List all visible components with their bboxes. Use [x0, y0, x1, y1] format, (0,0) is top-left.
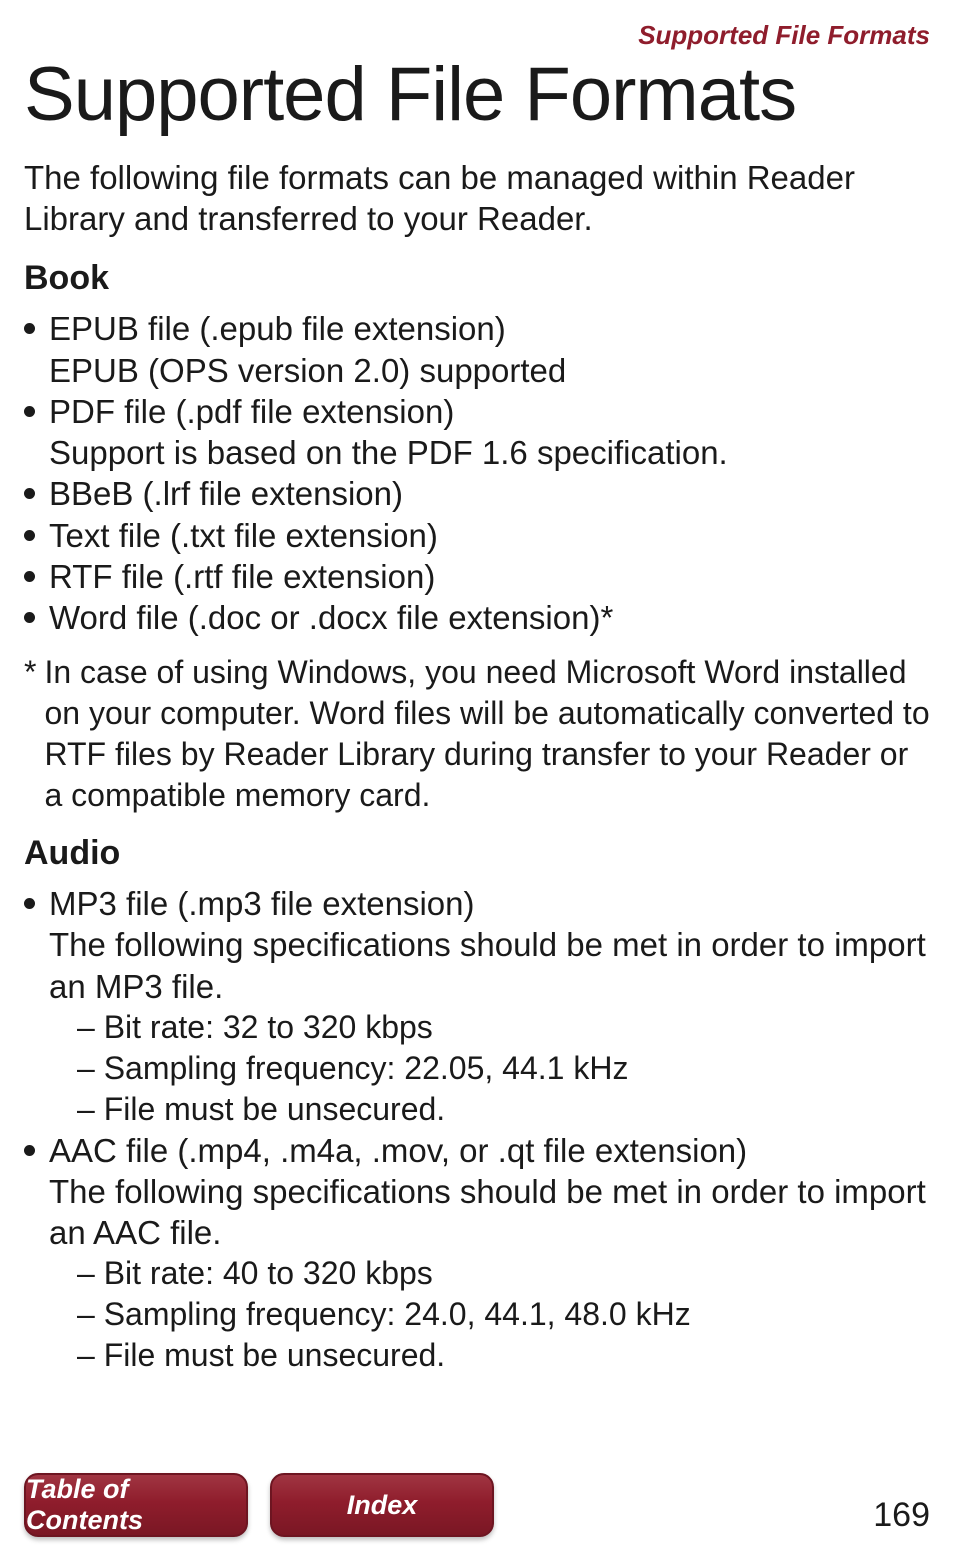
footnote-mark: *: [24, 652, 36, 816]
list-item-desc: The following specifications should be m…: [49, 924, 930, 1007]
bullet-icon: [24, 530, 35, 541]
list-item-text: PDF file (.pdf file extension) Support i…: [49, 391, 930, 474]
bullet-icon: [24, 612, 35, 623]
list-item-sub: EPUB (OPS version 2.0) supported: [49, 350, 930, 391]
spec-line: – Sampling frequency: 22.05, 44.1 kHz: [49, 1048, 930, 1089]
page-title: Supported File Formats: [24, 55, 930, 135]
spec-line: – Sampling frequency: 24.0, 44.1, 48.0 k…: [49, 1294, 930, 1335]
list-item: BBeB (.lrf file extension): [24, 473, 930, 514]
list-item-main: EPUB file (.epub file extension): [49, 310, 506, 347]
spec-line: – Bit rate: 40 to 320 kbps: [49, 1253, 930, 1294]
nav-row: Table of Contents Index: [24, 1473, 494, 1537]
section-heading-audio: Audio: [24, 834, 930, 873]
list-item: Text file (.txt file extension): [24, 515, 930, 556]
list-item: MP3 file (.mp3 file extension) The follo…: [24, 883, 930, 1130]
spec-line: – File must be unsecured.: [49, 1335, 930, 1376]
list-item: PDF file (.pdf file extension) Support i…: [24, 391, 930, 474]
list-item-text: RTF file (.rtf file extension): [49, 556, 930, 597]
book-list: EPUB file (.epub file extension) EPUB (O…: [24, 308, 930, 638]
bullet-icon: [24, 323, 35, 334]
list-item-main: PDF file (.pdf file extension): [49, 393, 454, 430]
list-item-main: MP3 file (.mp3 file extension): [49, 885, 475, 922]
bullet-icon: [24, 406, 35, 417]
bullet-icon: [24, 1145, 35, 1156]
spec-line: – File must be unsecured.: [49, 1089, 930, 1130]
audio-list: MP3 file (.mp3 file extension) The follo…: [24, 883, 930, 1376]
footnote-text: In case of using Windows, you need Micro…: [44, 652, 930, 816]
list-item-sub: Support is based on the PDF 1.6 specific…: [49, 432, 930, 473]
list-item-text: AAC file (.mp4, .m4a, .mov, or .qt file …: [49, 1130, 930, 1377]
footnote: * In case of using Windows, you need Mic…: [24, 652, 930, 816]
list-item: AAC file (.mp4, .m4a, .mov, or .qt file …: [24, 1130, 930, 1377]
list-item-main: AAC file (.mp4, .m4a, .mov, or .qt file …: [49, 1132, 747, 1169]
list-item: EPUB file (.epub file extension) EPUB (O…: [24, 308, 930, 391]
list-item-text: MP3 file (.mp3 file extension) The follo…: [49, 883, 930, 1130]
intro-paragraph: The following file formats can be manage…: [24, 157, 930, 240]
list-item-text: Word file (.doc or .docx file extension)…: [49, 597, 930, 638]
running-head: Supported File Formats: [24, 20, 930, 51]
list-item: Word file (.doc or .docx file extension)…: [24, 597, 930, 638]
section-heading-book: Book: [24, 259, 930, 298]
list-item-text: EPUB file (.epub file extension) EPUB (O…: [49, 308, 930, 391]
toc-button[interactable]: Table of Contents: [24, 1473, 248, 1537]
index-button[interactable]: Index: [270, 1473, 494, 1537]
bullet-icon: [24, 488, 35, 499]
list-item-desc: The following specifications should be m…: [49, 1171, 930, 1254]
bullet-icon: [24, 898, 35, 909]
bullet-icon: [24, 571, 35, 582]
spec-line: – Bit rate: 32 to 320 kbps: [49, 1007, 930, 1048]
page-number: 169: [873, 1496, 930, 1535]
list-item: RTF file (.rtf file extension): [24, 556, 930, 597]
list-item-text: BBeB (.lrf file extension): [49, 473, 930, 514]
list-item-text: Text file (.txt file extension): [49, 515, 930, 556]
